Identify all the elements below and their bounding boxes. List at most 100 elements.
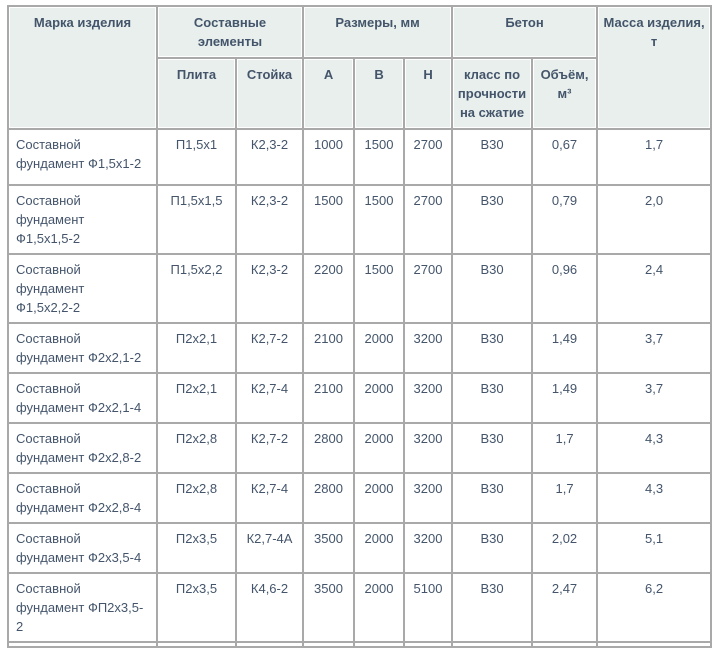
- cell-dim-a: 2800: [302, 472, 356, 524]
- cell-volume: 2,47: [531, 572, 599, 643]
- header-group-elements: Составные элементы: [155, 5, 305, 59]
- cell-dim-b: 2000: [353, 522, 406, 574]
- cell-dim-h: 3200: [403, 422, 454, 474]
- cell-dim-h: 3200: [403, 522, 454, 574]
- cell-mass: 6,2: [596, 572, 713, 643]
- cell-post: К2,7-2: [234, 322, 305, 374]
- cell-product-name: Составной фундамент Ф2х2,1-2: [7, 322, 158, 374]
- cell-plate: П2х2,1: [156, 372, 237, 424]
- cell-post: К2,7-2: [234, 422, 305, 474]
- cell-empty: [451, 641, 534, 648]
- table-row: Составной фундамент Ф1,5х1-2 П1,5х1 К2,3…: [7, 128, 713, 186]
- cell-empty: [156, 641, 237, 648]
- page: Марка изделия Составные элементы Размеры…: [7, 5, 713, 648]
- products-table: Марка изделия Составные элементы Размеры…: [7, 5, 713, 648]
- cell-product-name: Составной фундамент Ф1,5х2,2-2: [7, 253, 158, 324]
- header-product-mark: Марка изделия: [7, 5, 158, 130]
- cell-volume: 2,02: [531, 522, 599, 574]
- cell-strength-class: В30: [451, 522, 534, 574]
- cell-dim-a: 2200: [302, 253, 356, 324]
- cell-dim-a: 2100: [302, 322, 356, 374]
- cell-volume: 1,49: [531, 372, 599, 424]
- cell-plate: П2х3,5: [156, 572, 237, 643]
- cell-dim-b: 2000: [353, 572, 406, 643]
- cell-plate: П2х2,8: [156, 472, 237, 524]
- cell-post: К2,7-4: [234, 372, 305, 424]
- cell-dim-h: 5100: [403, 572, 454, 643]
- cell-dim-h: 3200: [403, 472, 454, 524]
- header-plate: Плита: [156, 57, 237, 130]
- cell-post: К2,7-4: [234, 472, 305, 524]
- cell-volume: 0,79: [531, 184, 599, 255]
- cell-product-name: Составной фундамент Ф1,5х1,5-2: [7, 184, 158, 255]
- cell-strength-class: В30: [451, 472, 534, 524]
- cell-dim-a: 3500: [302, 572, 356, 643]
- table-row: Составной фундамент Ф2х2,8-4 П2х2,8 К2,7…: [7, 472, 713, 524]
- cell-dim-a: 1000: [302, 128, 356, 186]
- cell-plate: П2х2,8: [156, 422, 237, 474]
- cell-empty: [531, 641, 599, 648]
- cell-dim-a: 2800: [302, 422, 356, 474]
- table-row: Составной фундамент Ф1,5х2,2-2 П1,5х2,2 …: [7, 253, 713, 324]
- cell-empty: [302, 641, 356, 648]
- cell-empty: [353, 641, 406, 648]
- header-post: Стойка: [234, 57, 305, 130]
- cell-mass: 4,3: [596, 472, 713, 524]
- header-group-dimensions: Размеры, мм: [302, 5, 454, 59]
- cell-dim-a: 1500: [302, 184, 356, 255]
- header-dim-b: В: [353, 57, 406, 130]
- cell-mass: 5,1: [596, 522, 713, 574]
- cell-volume: 0,67: [531, 128, 599, 186]
- cell-mass: 1,7: [596, 128, 713, 186]
- cell-dim-h: 2700: [403, 128, 454, 186]
- cell-strength-class: В30: [451, 128, 534, 186]
- table-row: Составной фундамент Ф2х3,5-4 П2х3,5 К2,7…: [7, 522, 713, 574]
- cell-dim-h: 3200: [403, 322, 454, 374]
- cell-product-name: Составной фундамент Ф2х2,8-4: [7, 472, 158, 524]
- header-row-groups: Марка изделия Составные элементы Размеры…: [7, 5, 713, 130]
- cell-volume: 0,96: [531, 253, 599, 324]
- header-row-columns: Плита Стойка А В Н класс по прочности на…: [8, 57, 711, 130]
- cell-mass: 2,4: [596, 253, 713, 324]
- table-row: Составной фундамент Ф2х2,1-2 П2х2,1 К2,7…: [7, 322, 713, 374]
- cell-dim-h: 2700: [403, 184, 454, 255]
- cell-post: К2,3-2: [234, 253, 305, 324]
- cell-dim-h: 3200: [403, 372, 454, 424]
- cell-dim-b: 2000: [353, 422, 406, 474]
- cell-plate: П2х3,5: [156, 522, 237, 574]
- cell-mass: 4,3: [596, 422, 713, 474]
- cell-dim-b: 1500: [353, 253, 406, 324]
- cell-dim-b: 2000: [353, 322, 406, 374]
- header-strength-class: класс по прочности на сжатие: [451, 57, 534, 130]
- cell-dim-a: 2100: [302, 372, 356, 424]
- cell-product-name: Составной фундамент Ф1,5х1-2: [7, 128, 158, 186]
- cell-post: К2,3-2: [234, 184, 305, 255]
- cell-strength-class: В30: [451, 322, 534, 374]
- cell-dim-b: 1500: [353, 128, 406, 186]
- header-volume: Объём, м³: [531, 57, 599, 130]
- cell-strength-class: В30: [451, 184, 534, 255]
- table-row: Составной фундамент Ф2х2,8-2 П2х2,8 К2,7…: [7, 422, 713, 474]
- cell-mass: 3,7: [596, 372, 713, 424]
- cell-post: К2,3-2: [234, 128, 305, 186]
- cell-post: К2,7-4А: [234, 522, 305, 574]
- cell-product-name: Составной фундамент Ф2х3,5-4: [7, 522, 158, 574]
- cell-dim-b: 2000: [353, 372, 406, 424]
- header-mass: Масса изделия, т: [596, 5, 713, 130]
- cell-volume: 1,7: [531, 422, 599, 474]
- cell-dim-a: 3500: [302, 522, 356, 574]
- cell-plate: П1,5х2,2: [156, 253, 237, 324]
- cell-plate: П1,5х1,5: [156, 184, 237, 255]
- cell-strength-class: В30: [451, 253, 534, 324]
- table-row: Составной фундамент Ф1,5х1,5-2 П1,5х1,5 …: [7, 184, 713, 255]
- cell-product-name: Составной фундамент Ф2х2,1-4: [7, 372, 158, 424]
- cell-empty: [234, 641, 305, 648]
- cell-mass: 3,7: [596, 322, 713, 374]
- cell-dim-b: 1500: [353, 184, 406, 255]
- cell-dim-h: 2700: [403, 253, 454, 324]
- table-row-partial: [7, 641, 713, 648]
- header-dim-a: А: [302, 57, 356, 130]
- cell-post: К4,6-2: [234, 572, 305, 643]
- cell-product-name: Составной фундамент ФП2х3,5- 2: [7, 572, 158, 643]
- cell-dim-b: 2000: [353, 472, 406, 524]
